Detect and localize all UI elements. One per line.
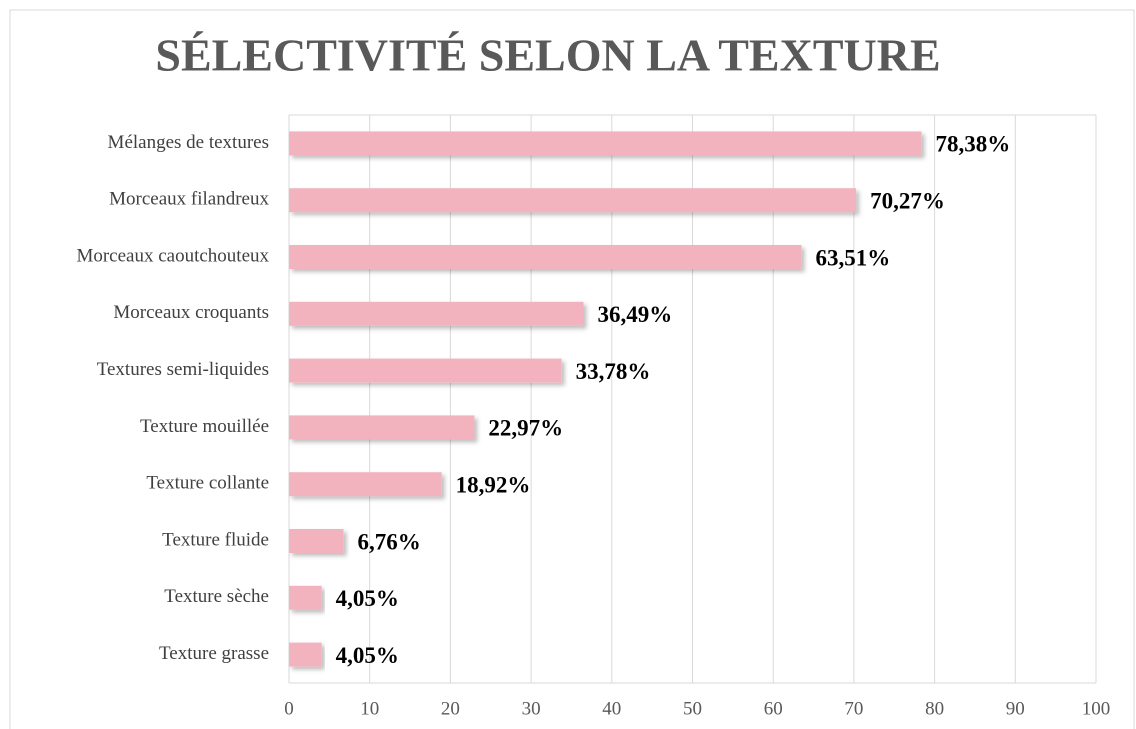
y-tick-label: Texture fluide	[162, 529, 269, 550]
data-label: 6,76%	[358, 529, 421, 554]
data-label: 4,05%	[336, 586, 399, 611]
x-tick-label: 90	[1006, 698, 1025, 719]
x-tick-label: 60	[764, 698, 783, 719]
chart-title: SÉLECTIVITÉ SELON LA TEXTURE	[155, 30, 940, 81]
y-tick-label: Morceaux caoutchouteux	[76, 245, 269, 266]
x-tick-label: 100	[1082, 698, 1111, 719]
x-tick-label: 70	[844, 698, 863, 719]
x-tick-label: 10	[360, 698, 379, 719]
data-label: 22,97%	[488, 416, 563, 441]
data-label: 63,51%	[816, 245, 891, 270]
x-tick-label: 30	[522, 698, 541, 719]
y-tick-label: Morceaux croquants	[113, 302, 269, 323]
bar	[289, 585, 322, 610]
data-label: 36,49%	[597, 302, 672, 327]
y-tick-label: Texture grasse	[159, 643, 269, 664]
data-label: 70,27%	[870, 188, 945, 213]
y-tick-label: Textures semi-liquides	[97, 359, 269, 380]
data-label: 18,92%	[456, 472, 531, 497]
bar	[289, 131, 922, 156]
data-label: 4,05%	[336, 643, 399, 668]
x-tick-label: 20	[441, 698, 460, 719]
bar	[289, 188, 857, 213]
x-tick-label: 0	[284, 698, 294, 719]
y-tick-label: Texture sèche	[164, 586, 269, 607]
bar	[289, 415, 475, 440]
bar	[289, 472, 442, 497]
bar	[289, 301, 584, 326]
y-tick-label: Texture mouillée	[140, 416, 269, 437]
chart-frame	[9, 9, 1135, 729]
data-label: 33,78%	[576, 359, 651, 384]
y-tick-label: Morceaux filandreux	[109, 189, 269, 210]
x-tick-label: 50	[683, 698, 702, 719]
x-tick-label: 80	[925, 698, 944, 719]
data-label: 78,38%	[936, 132, 1011, 157]
y-tick-label: Texture collante	[146, 473, 269, 494]
x-tick-label: 40	[602, 698, 621, 719]
bar	[289, 245, 802, 269]
y-tick-label: Mélanges de textures	[108, 132, 269, 153]
bar	[289, 529, 344, 553]
bar	[289, 642, 322, 667]
bar	[289, 358, 562, 383]
